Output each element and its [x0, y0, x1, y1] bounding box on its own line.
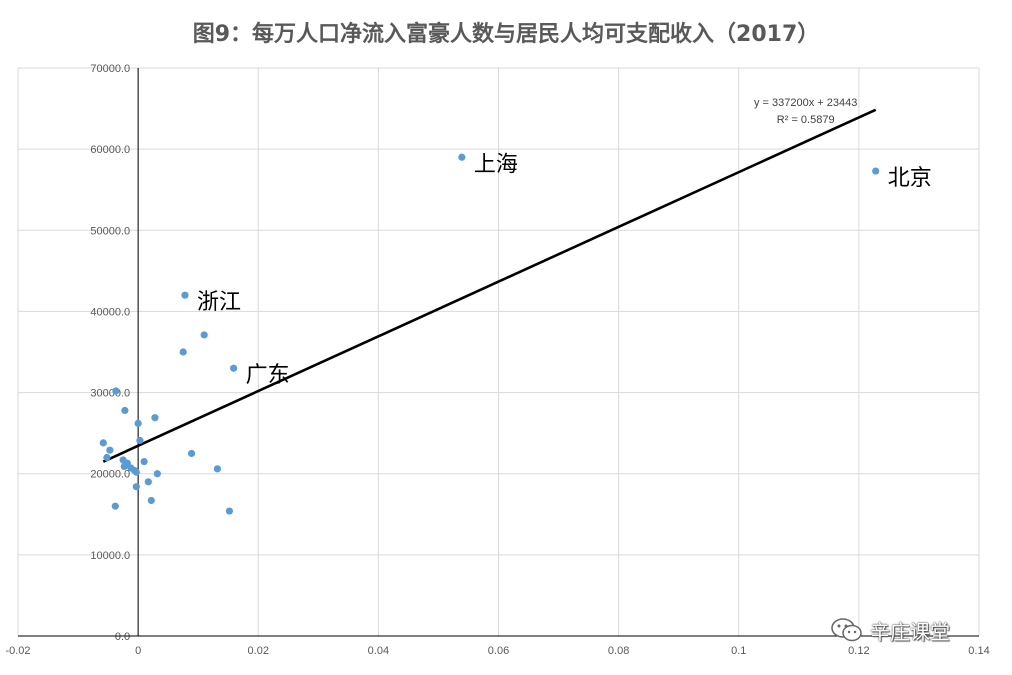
- data-point: [147, 496, 155, 505]
- data-point: [151, 414, 159, 422]
- data-point: [99, 439, 107, 447]
- y-tick-label: 20000.0: [90, 469, 130, 481]
- y-tick-label: 60000.0: [90, 144, 130, 156]
- data-point: [872, 167, 880, 175]
- y-tick-label: 0.0: [115, 631, 130, 643]
- data-point: [111, 502, 119, 510]
- trendline-r2: R² = 0.5879: [777, 114, 835, 126]
- x-tick-label: 0.1: [731, 645, 746, 657]
- y-tick-label: 70000.0: [90, 63, 130, 75]
- data-point: [132, 483, 140, 491]
- data-point: [230, 364, 238, 372]
- point-label: 浙江: [197, 290, 241, 315]
- point-label: 上海: [474, 152, 518, 177]
- trendline-group: y = 337200x + 23443 R² = 0.5879: [102, 97, 877, 463]
- x-tick-label: 0.04: [368, 645, 389, 657]
- x-tick-label: 0: [135, 645, 141, 657]
- y-tick-label: 40000.0: [90, 306, 130, 318]
- x-tick-label: -0.02: [5, 645, 30, 657]
- chart-title: 图9：每万人口净流入富豪人数与居民人均可支配收入（2017）: [192, 22, 820, 47]
- x-tick-label: 0.08: [608, 645, 629, 657]
- trendline-equation: y = 337200x + 23443: [754, 97, 857, 109]
- data-point: [103, 453, 111, 462]
- watermark: 辛庄课堂: [830, 615, 950, 645]
- data-point: [153, 470, 161, 478]
- point-label: 广东: [246, 363, 290, 388]
- data-point: [121, 406, 129, 415]
- data-point: [132, 468, 140, 476]
- data-point: [140, 457, 148, 466]
- data-point: [200, 331, 208, 339]
- y-tick-label: 10000.0: [90, 550, 130, 562]
- y-tick-label: 30000.0: [90, 388, 130, 400]
- point-label: 北京: [888, 166, 932, 191]
- x-tick-label: 0.12: [848, 645, 869, 657]
- data-point: [106, 446, 114, 454]
- data-point: [134, 419, 142, 428]
- x-tick-label: 0.02: [248, 645, 269, 657]
- trendline: [102, 108, 877, 463]
- data-point: [144, 478, 152, 486]
- data-point: [458, 153, 466, 161]
- data-point: [112, 387, 120, 395]
- data-point: [179, 348, 187, 356]
- watermark-text: 辛庄课堂: [870, 619, 950, 644]
- y-tick-label: 50000.0: [90, 225, 130, 237]
- x-tick-label: 0.14: [968, 645, 989, 657]
- data-points: [99, 153, 880, 515]
- data-point: [213, 465, 222, 473]
- data-point: [187, 449, 196, 458]
- data-point: [120, 462, 128, 471]
- axes: -0.02 0 0.02 0.04 0.06 0.08 0.1 0.12 0.14 0.0 1000…: [5, 63, 989, 657]
- wechat-icon: [831, 618, 862, 642]
- data-point: [136, 436, 144, 445]
- data-point: [225, 507, 234, 515]
- x-tick-label: 0.06: [488, 645, 509, 657]
- data-point: [181, 291, 189, 299]
